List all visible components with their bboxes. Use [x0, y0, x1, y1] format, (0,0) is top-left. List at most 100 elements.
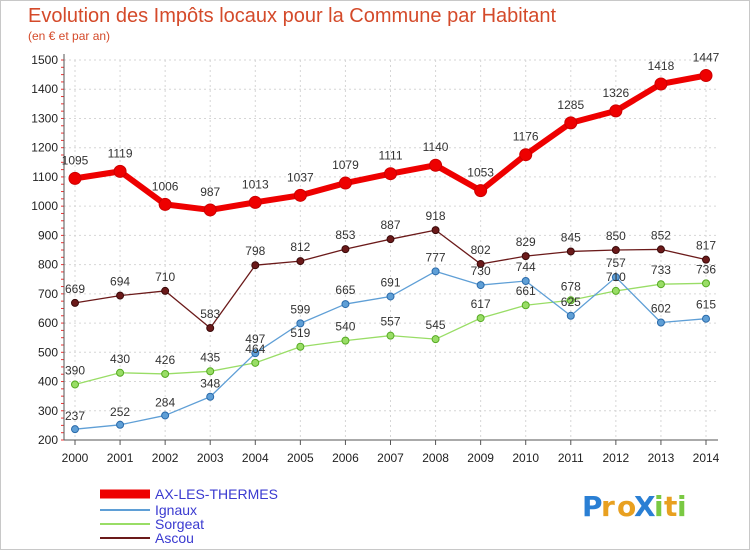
- point-ascou-2013: [656, 245, 665, 254]
- data-label-ascou-2011: 845: [561, 230, 581, 244]
- point-ignaux-2001: [116, 420, 125, 429]
- data-label-ascou-2001: 694: [110, 275, 130, 289]
- y-tick-label-1400: 1400: [31, 82, 58, 96]
- data-label-ascou-2000: 669: [65, 282, 85, 296]
- data-label-ascou-2003: 583: [200, 307, 220, 321]
- point-sorgeat-2011: [566, 296, 575, 305]
- data-label-ax-les-thermes-2007: 1111: [378, 149, 402, 163]
- data-label-ignaux-2001: 252: [110, 405, 130, 419]
- data-label-ax-les-thermes-2004: 1013: [242, 177, 269, 191]
- data-label-ax-les-thermes-2011: 1285: [557, 98, 584, 112]
- y-tick-label-1300: 1300: [31, 111, 58, 125]
- legend-label-sorgeat: Sorgeat: [155, 516, 204, 532]
- point-sorgeat-2014: [702, 279, 710, 288]
- point-ascou-2004: [251, 261, 260, 270]
- point-ax-les-thermes-2005: [293, 188, 307, 202]
- data-label-ascou-2004: 798: [245, 244, 265, 258]
- point-ax-les-thermes-2004: [248, 195, 262, 209]
- point-sorgeat-2000: [71, 380, 79, 389]
- point-ax-les-thermes-2000: [68, 171, 82, 185]
- x-tick-label-2002: 2002: [152, 451, 179, 465]
- point-sorgeat-2010: [521, 301, 530, 310]
- data-label-sorgeat-2001: 430: [110, 352, 130, 366]
- point-sorgeat-2006: [341, 336, 350, 345]
- point-sorgeat-2003: [206, 367, 215, 376]
- point-ax-les-thermes-2012: [609, 104, 623, 118]
- y-tick-label-700: 700: [38, 287, 58, 301]
- point-ascou-2008: [431, 226, 440, 235]
- x-tick-label-2013: 2013: [648, 451, 675, 465]
- data-label-ignaux-2006: 665: [335, 283, 355, 297]
- x-tick-label-2005: 2005: [287, 451, 314, 465]
- data-label-sorgeat-2000: 390: [65, 363, 85, 377]
- logo-letter: o: [617, 490, 636, 523]
- chart-title: Evolution des Impôts locaux pour la Comm…: [28, 5, 557, 27]
- x-tick-label-2007: 2007: [377, 451, 404, 465]
- point-ax-les-thermes-2007: [384, 167, 397, 181]
- data-label-sorgeat-2012: 710: [606, 270, 626, 284]
- data-label-sorgeat-2011: 678: [561, 279, 581, 293]
- data-label-ax-les-thermes-2002: 1006: [152, 179, 179, 193]
- x-tick-label-2000: 2000: [62, 451, 89, 465]
- point-ascou-2002: [161, 286, 170, 295]
- point-ax-les-thermes-2006: [338, 176, 352, 190]
- point-sorgeat-2008: [431, 335, 440, 344]
- data-label-ascou-2005: 812: [290, 240, 310, 254]
- x-tick-label-2014: 2014: [693, 451, 720, 465]
- data-label-ignaux-2002: 284: [155, 395, 175, 409]
- data-label-sorgeat-2005: 519: [290, 326, 310, 340]
- point-ignaux-2012: [611, 273, 620, 282]
- point-ignaux-2003: [206, 392, 215, 401]
- x-tick-label-2008: 2008: [422, 451, 449, 465]
- point-ax-les-thermes-2001: [113, 164, 127, 178]
- data-label-sorgeat-2008: 545: [426, 318, 446, 332]
- chart-subtitle: (en € et par an): [28, 29, 110, 43]
- x-tick-label-2006: 2006: [332, 451, 359, 465]
- point-ax-les-thermes-2003: [203, 203, 217, 217]
- data-label-ax-les-thermes-2014: 1447: [693, 50, 720, 64]
- data-label-ax-les-thermes-2006: 1079: [332, 158, 359, 172]
- data-label-ascou-2014: 817: [696, 239, 716, 253]
- point-ignaux-2013: [656, 318, 665, 327]
- point-ascou-2014: [702, 255, 710, 264]
- series-group: [68, 68, 713, 434]
- data-label-ignaux-2012: 757: [606, 256, 626, 270]
- x-tick-label-2001: 2001: [107, 451, 134, 465]
- data-label-ax-les-thermes-2008: 1140: [423, 140, 449, 154]
- y-tick-label-600: 600: [38, 316, 58, 330]
- data-label-ax-les-thermes-2005: 1037: [287, 170, 314, 184]
- data-label-ignaux-2013: 602: [651, 301, 671, 315]
- logo-letter: t: [664, 490, 677, 523]
- data-label-ascou-2009: 802: [471, 243, 491, 257]
- y-tick-label-400: 400: [38, 375, 58, 389]
- logo-letter: X: [634, 490, 656, 523]
- point-ax-les-thermes-2008: [429, 158, 443, 172]
- y-tick-label-1200: 1200: [31, 141, 58, 155]
- proxiti-logo: Pr oXi t i: [582, 490, 687, 523]
- legend-label-ignaux: Ignaux: [155, 502, 197, 518]
- point-sorgeat-2012: [611, 286, 620, 295]
- data-label-ignaux-2000: 237: [65, 409, 85, 423]
- data-label-ascou-2012: 850: [606, 229, 626, 243]
- point-ascou-2007: [386, 235, 395, 244]
- data-label-ax-les-thermes-2010: 1176: [513, 130, 539, 144]
- data-label-ignaux-2010: 744: [516, 260, 536, 274]
- point-ascou-2000: [71, 298, 79, 307]
- point-ax-les-thermes-2013: [654, 77, 668, 91]
- logo-letter: i: [677, 490, 687, 523]
- data-label-ascou-2006: 853: [335, 228, 355, 242]
- data-label-ax-les-thermes-2012: 1326: [603, 86, 630, 100]
- point-ascou-2001: [116, 291, 125, 300]
- data-label-ax-les-thermes-2009: 1053: [467, 166, 494, 180]
- data-label-ascou-2010: 829: [516, 235, 536, 249]
- data-label-ascou-2007: 887: [380, 218, 400, 232]
- y-tick-label-200: 200: [38, 433, 58, 447]
- point-sorgeat-2002: [161, 369, 170, 378]
- data-label-ascou-2008: 918: [426, 209, 446, 223]
- point-ascou-2003: [206, 324, 215, 333]
- point-ignaux-2004: [251, 349, 260, 358]
- x-tick-label-2003: 2003: [197, 451, 224, 465]
- point-sorgeat-2005: [296, 342, 305, 351]
